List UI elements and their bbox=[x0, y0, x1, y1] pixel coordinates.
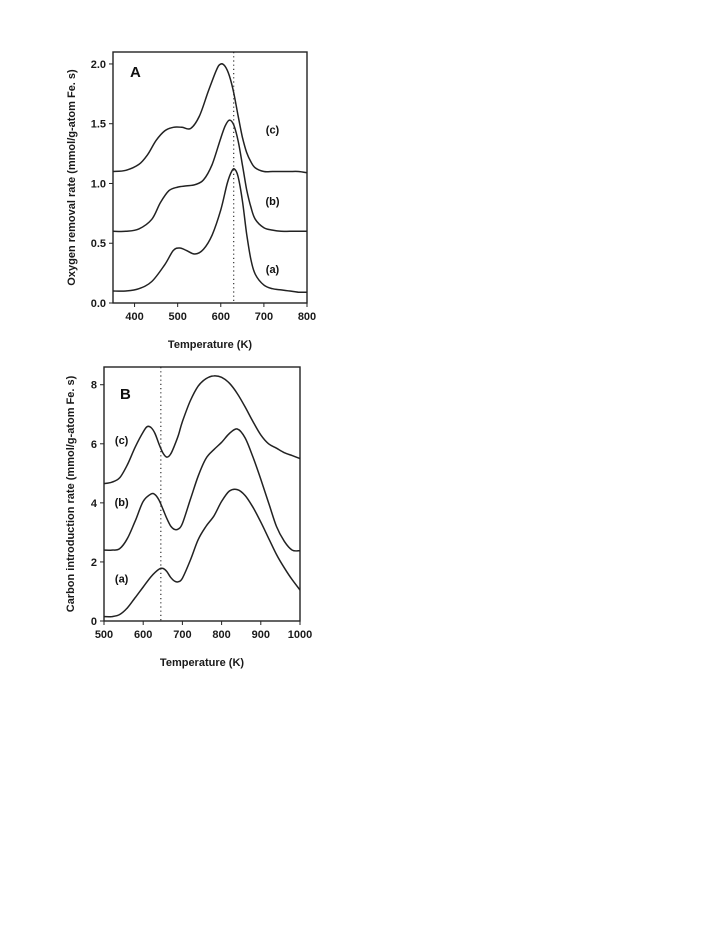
panel-b-y-axis-title: Carbon introduction rate (mmol/g-atom Fe… bbox=[65, 375, 77, 612]
panel-a-chart: 400 500 600 700 800 0.0 0.5 1.0 1.5 2.0 Temperatur… bbox=[66, 51, 316, 351]
panel-a-x-tick-label: 700 bbox=[255, 311, 273, 323]
panel-a-panel-letter: A bbox=[130, 64, 141, 81]
panel-b-series-c-label: (c) bbox=[115, 435, 129, 447]
panel-a-x-tick-label: 600 bbox=[212, 311, 230, 323]
panel-b-x-tick-label: 600 bbox=[134, 629, 152, 641]
panel-b-series-b-line bbox=[103, 428, 301, 552]
panel-a-series-b-label: (b) bbox=[265, 196, 279, 208]
panel-b-x-axis-title: Temperature (K) bbox=[160, 657, 244, 669]
panel-b-y-tick-label: 0 bbox=[91, 616, 97, 628]
panel-a-series-c-label: (c) bbox=[266, 124, 280, 136]
panel-b-plot-frame bbox=[103, 366, 301, 622]
panel-a-series-a-line bbox=[112, 168, 308, 294]
panel-a-x-tick-label: 400 bbox=[125, 311, 143, 323]
panel-a-plot-frame bbox=[112, 51, 308, 304]
panel-b-panel-letter: B bbox=[120, 386, 131, 403]
panel-a-y-tick-label: 0.5 bbox=[91, 238, 106, 250]
panel-a-y-tick-label: 1.0 bbox=[91, 178, 106, 190]
panel-b-x-tick-label: 900 bbox=[252, 629, 270, 641]
panel-b-y-tick-label: 2 bbox=[91, 557, 97, 569]
panel-b-series-a-label: (a) bbox=[115, 574, 129, 586]
panel-b-y-tick-label: 6 bbox=[91, 439, 97, 451]
panel-b-x-tick-label: 800 bbox=[212, 629, 230, 641]
panel-a-x-tick-label: 800 bbox=[298, 311, 316, 323]
panel-a-series-b-line bbox=[112, 119, 307, 233]
panel-a-series-a-label: (a) bbox=[266, 264, 280, 276]
panel-a-x-axis-title: Temperature (K) bbox=[168, 339, 252, 351]
panel-b-series-b-label: (b) bbox=[115, 497, 129, 509]
panel-b-x-tick-label: 500 bbox=[95, 629, 113, 641]
panel-a-y-axis-title: Oxygen removal rate (mmol/g-atom Fe. s) bbox=[66, 69, 78, 286]
panel-b-chart: 500 600 700 800 900 1000 0 2 4 6 8 Temperature (K) C… bbox=[65, 366, 312, 669]
panel-b-series-c-line bbox=[103, 375, 301, 485]
panel-a-y-tick-label: 1.5 bbox=[91, 119, 106, 131]
panel-b-x-tick-label: 700 bbox=[173, 629, 191, 641]
panel-a-y-tick-label: 0.0 bbox=[91, 298, 106, 310]
panel-b-series-a-line bbox=[103, 488, 301, 618]
panel-a-series-c-line bbox=[112, 63, 308, 174]
panel-b-x-tick-label: 1000 bbox=[288, 629, 312, 641]
panel-b-y-tick-label: 8 bbox=[91, 380, 97, 392]
panel-a-y-tick-label: 2.0 bbox=[91, 59, 106, 71]
panel-a-x-tick-label: 500 bbox=[168, 311, 186, 323]
panel-b-y-tick-label: 4 bbox=[91, 498, 98, 510]
